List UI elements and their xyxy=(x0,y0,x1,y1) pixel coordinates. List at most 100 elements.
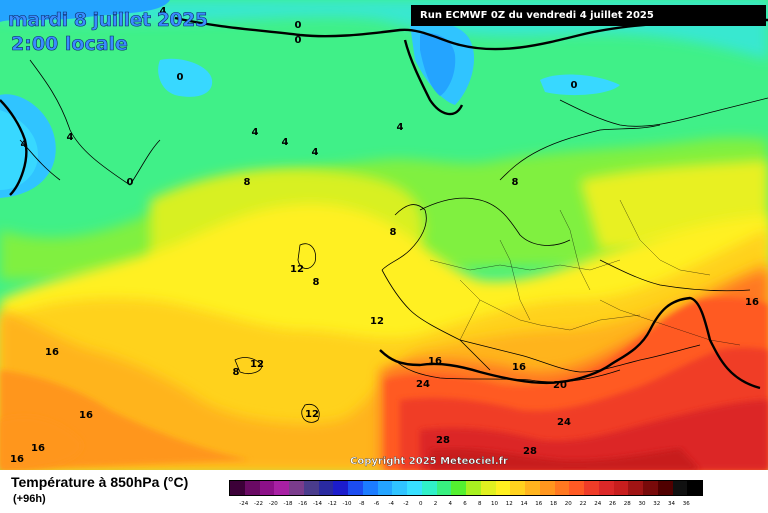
map-canvas: 4 0 0 0 0 4 4 4 4 4 4 0 8 8 8 12 8 16 12 16 16 12 8 16 24 20 16 12 2… xyxy=(0,0,768,470)
scale-tick-label: 24 xyxy=(594,501,602,507)
color-swatch xyxy=(510,481,525,495)
isotherm-label: 16 xyxy=(428,356,442,367)
scale-tick-label: -24 xyxy=(239,501,249,507)
isotherm-label: 0 xyxy=(177,72,184,83)
color-scale xyxy=(229,480,703,496)
isotherm-labels: 4 0 0 0 0 4 4 4 4 4 4 0 8 8 8 12 8 16 12 16 16 12 8 16 24 20 16 12 2… xyxy=(10,6,759,465)
isotherm-label: 8 xyxy=(512,177,519,188)
copyright: Copyright 2025 Meteociel.fr xyxy=(350,456,508,467)
scale-tick-label: -18 xyxy=(283,501,293,507)
temperature-map: 4 0 0 0 0 4 4 4 4 4 4 0 8 8 8 12 8 16 12 16 16 12 8 16 24 20 16 12 2… xyxy=(0,0,768,470)
color-swatch xyxy=(584,481,599,495)
color-swatch xyxy=(407,481,422,495)
color-swatch xyxy=(333,481,348,495)
scale-tick-label: -10 xyxy=(342,501,352,507)
color-swatch xyxy=(348,481,363,495)
isotherm-label: 24 xyxy=(416,379,430,390)
color-swatch xyxy=(362,481,378,495)
isotherm-label: 24 xyxy=(557,417,571,428)
isotherm-label: 0 xyxy=(127,177,134,188)
color-swatch xyxy=(259,481,275,495)
scale-tick-label: 26 xyxy=(609,501,616,507)
isotherm-label: 4 xyxy=(21,139,28,150)
isotherm-label: 28 xyxy=(436,435,450,446)
isotherm-label: 12 xyxy=(290,264,304,275)
color-swatch xyxy=(230,481,245,495)
isotherm-label: 0 xyxy=(295,35,302,46)
forecast-date: mardi 8 juillet 2025 xyxy=(8,9,209,32)
color-swatch xyxy=(539,481,555,495)
scale-tick-label: 10 xyxy=(491,501,498,507)
isotherm-label: 8 xyxy=(244,177,251,188)
isotherm-label: 12 xyxy=(250,359,264,370)
legend: Température à 850hPa (°C) (+96h) -24 -22-… xyxy=(0,470,768,512)
color-swatch xyxy=(421,481,437,495)
color-swatch xyxy=(495,481,511,495)
isotherm-label: 16 xyxy=(45,347,59,358)
isotherm-label: 12 xyxy=(370,316,384,327)
color-swatch xyxy=(657,481,673,495)
scale-tick-label: -14 xyxy=(313,501,322,507)
lead-time: (+96h) xyxy=(13,493,46,505)
isotherm-label: 16 xyxy=(10,454,24,465)
isotherm-label: 12 xyxy=(305,409,319,420)
country-borders xyxy=(429,199,741,346)
color-swatch xyxy=(628,481,643,495)
scale-tick-label: 6 xyxy=(463,501,467,507)
scale-tick-label: -20 xyxy=(268,501,278,507)
color-swatch xyxy=(480,481,496,495)
parameter-title: Température à 850hPa (°C) xyxy=(11,474,189,490)
scale-tick-label: 0 xyxy=(419,501,423,507)
color-swatch xyxy=(554,481,570,495)
isotherm-label: 4 xyxy=(67,132,74,143)
scale-tick-label: 30 xyxy=(638,501,646,507)
isotherm-label: 4 xyxy=(397,122,404,133)
color-swatch xyxy=(569,481,584,495)
color-swatch xyxy=(436,481,452,495)
color-swatch xyxy=(392,481,407,495)
color-swatch xyxy=(377,481,393,495)
isotherm-label: 20 xyxy=(553,380,567,391)
color-swatch xyxy=(289,481,304,495)
isotherm-label: 4 xyxy=(252,127,259,138)
scale-tick-label: -2 xyxy=(403,501,409,507)
temperature-field xyxy=(0,0,768,470)
color-swatch xyxy=(672,481,688,495)
isotherm-label: 8 xyxy=(233,367,240,378)
isotherm-label: 8 xyxy=(390,227,397,238)
color-swatch xyxy=(687,481,702,495)
run-info: Run ECMWF 0Z du vendredi 4 juillet 2025 xyxy=(411,5,766,26)
color-scale-ticks: -24 -22 -20 -18 -16 -14 -12 -10 -8 -6 -4 -2 0 2 4 6 8 10 1… xyxy=(229,501,701,513)
scale-tick-label: 18 xyxy=(550,501,557,507)
scale-tick-label: 8 xyxy=(478,501,482,507)
isotherm-label: 0 xyxy=(295,20,302,31)
color-swatch xyxy=(525,481,540,495)
scale-tick-label: -16 xyxy=(298,501,308,507)
scale-tick-label: 34 xyxy=(668,501,675,507)
scale-tick-label: 32 xyxy=(653,501,661,507)
local-time: 2:00 locale xyxy=(11,33,129,56)
isotherm-lines xyxy=(0,16,768,390)
isotherm-label: 16 xyxy=(31,443,45,454)
scale-tick-label: -8 xyxy=(359,501,365,507)
scale-tick-label: 12 xyxy=(505,501,513,507)
isotherm-label: 4 xyxy=(312,147,319,158)
color-swatch xyxy=(318,481,334,495)
color-swatch xyxy=(274,481,289,495)
color-swatch xyxy=(643,481,658,495)
isotherm-label: 0 xyxy=(571,80,578,91)
coastlines xyxy=(19,59,768,423)
color-swatch xyxy=(303,481,319,495)
color-swatch xyxy=(598,481,614,495)
scale-tick-label: 36 xyxy=(682,501,690,507)
isotherm-label: 16 xyxy=(512,362,526,373)
scale-tick-label: 22 xyxy=(579,501,587,507)
scale-tick-label: -22 xyxy=(254,501,263,507)
scale-tick-label: -4 xyxy=(388,501,394,507)
color-swatch xyxy=(451,481,466,495)
scale-tick-label: 20 xyxy=(564,501,572,507)
scale-tick-label: 4 xyxy=(448,501,453,507)
scale-tick-label: -12 xyxy=(327,501,337,507)
scale-tick-label: 14 xyxy=(520,501,528,507)
isotherm-label: 4 xyxy=(282,137,289,148)
